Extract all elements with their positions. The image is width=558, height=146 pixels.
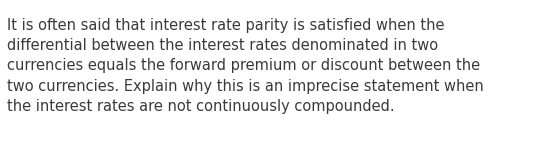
Text: It is often said that interest rate parity is satisfied when the
differential be: It is often said that interest rate pari… <box>7 18 484 114</box>
